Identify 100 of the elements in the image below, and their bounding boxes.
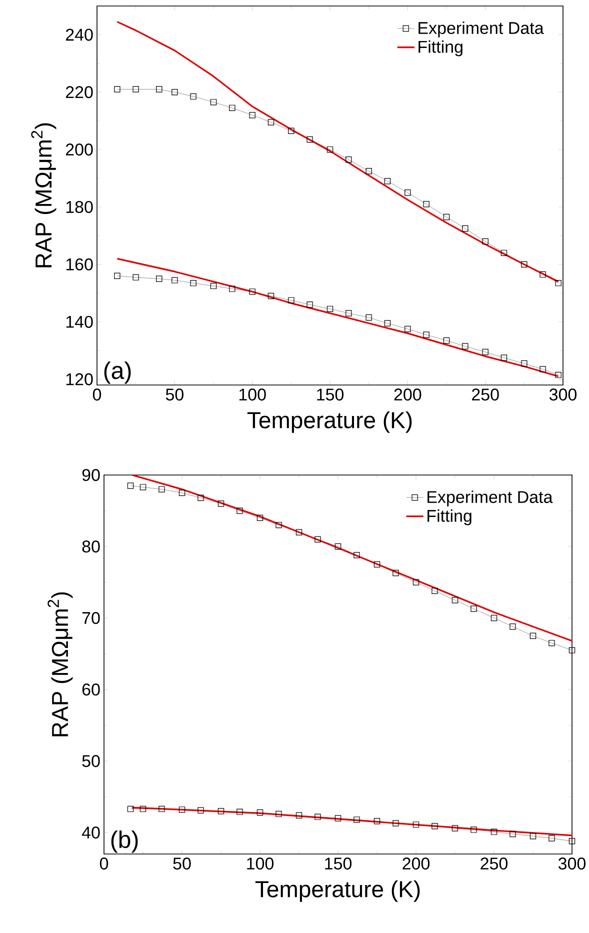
point: [443, 337, 450, 344]
point: [548, 835, 555, 842]
point: [432, 823, 438, 830]
point: [568, 647, 576, 654]
point: [236, 508, 243, 514]
point: [490, 828, 498, 835]
point: [568, 838, 576, 844]
y-tick-label: 90: [82, 468, 100, 482]
point: [392, 570, 399, 576]
x-tick-label: 0: [92, 388, 102, 401]
point: [156, 276, 162, 282]
point: [140, 806, 146, 812]
point: [172, 277, 178, 284]
point: [452, 825, 458, 832]
x-tick-label: 300: [558, 858, 586, 870]
x-tick-label: 250: [480, 858, 508, 870]
point: [510, 830, 516, 838]
point: [156, 86, 162, 92]
x-tick-label: 200: [394, 388, 422, 401]
legend-label: Experiment Data: [428, 490, 553, 506]
point: [521, 261, 528, 268]
point: [530, 833, 536, 840]
point: [256, 809, 264, 816]
point: [236, 808, 243, 815]
point: [540, 271, 546, 278]
x-tick-label: 100: [239, 388, 266, 401]
point: [127, 806, 134, 812]
point: [500, 354, 508, 361]
point: [218, 808, 224, 814]
point: [178, 490, 186, 496]
point: [443, 214, 450, 220]
point: [114, 272, 120, 279]
x-tick-label: 200: [402, 858, 430, 870]
point: [296, 529, 302, 536]
point: [500, 250, 508, 256]
point: [210, 99, 217, 106]
x-tick-label: 0: [100, 858, 108, 870]
point: [423, 332, 430, 338]
point: [158, 806, 165, 812]
point: [178, 806, 186, 813]
point: [462, 225, 468, 232]
y-tick-label: 40: [82, 826, 100, 839]
x-tick-label: 50: [166, 388, 184, 401]
x-tick-label: 50: [173, 858, 191, 870]
point: [392, 820, 399, 826]
point: [326, 306, 334, 312]
point: [276, 810, 282, 818]
point: [114, 86, 120, 92]
legend-label: Fitting: [418, 40, 462, 56]
y-axis-title: RAP (MΩμm$^{2}$): [48, 592, 73, 736]
point: [354, 816, 360, 823]
point: [384, 178, 391, 184]
point: [256, 514, 264, 522]
point: [288, 297, 294, 304]
point: [346, 156, 352, 163]
annotation: (b): [111, 830, 138, 853]
y-tick-label: 180: [66, 200, 93, 214]
point: [482, 238, 488, 245]
point: [268, 119, 274, 126]
point: [306, 302, 313, 308]
point: [288, 128, 294, 134]
point: [366, 314, 372, 321]
point: [140, 484, 146, 490]
point: [229, 286, 236, 292]
line-series: [116, 20, 560, 282]
point: [374, 561, 380, 568]
x-tick-label: 250: [472, 388, 499, 401]
point: [190, 280, 196, 286]
x-tick-label: 100: [247, 858, 274, 870]
point: [452, 597, 458, 604]
y-tick-label: 220: [66, 86, 93, 98]
point: [423, 201, 430, 208]
y-tick-label: 240: [66, 28, 93, 41]
point: [158, 486, 165, 492]
point: [127, 482, 134, 489]
x-tick-label: 300: [549, 388, 577, 401]
point: [198, 807, 204, 814]
point: [132, 274, 139, 280]
point: [490, 614, 498, 622]
y-tick-label: 200: [66, 144, 93, 156]
point: [218, 500, 224, 507]
point: [530, 632, 536, 639]
y-axis-title: RAP (MΩμm$^{2}$): [31, 123, 56, 268]
point: [470, 606, 477, 612]
point: [314, 536, 321, 542]
point: [482, 348, 488, 356]
x-axis-title: Temperature (K): [247, 411, 412, 433]
point: [306, 136, 313, 143]
point: [354, 552, 360, 558]
y-tick-label: 60: [82, 684, 100, 696]
legend-label: Fitting: [428, 509, 472, 526]
point: [404, 190, 411, 196]
point: [198, 494, 204, 501]
point: [296, 812, 302, 818]
point: [412, 579, 420, 586]
legend-label: Experiment Data: [418, 22, 544, 38]
point: [210, 282, 217, 290]
point: [172, 89, 178, 96]
point: [384, 320, 391, 326]
point: [229, 104, 236, 112]
